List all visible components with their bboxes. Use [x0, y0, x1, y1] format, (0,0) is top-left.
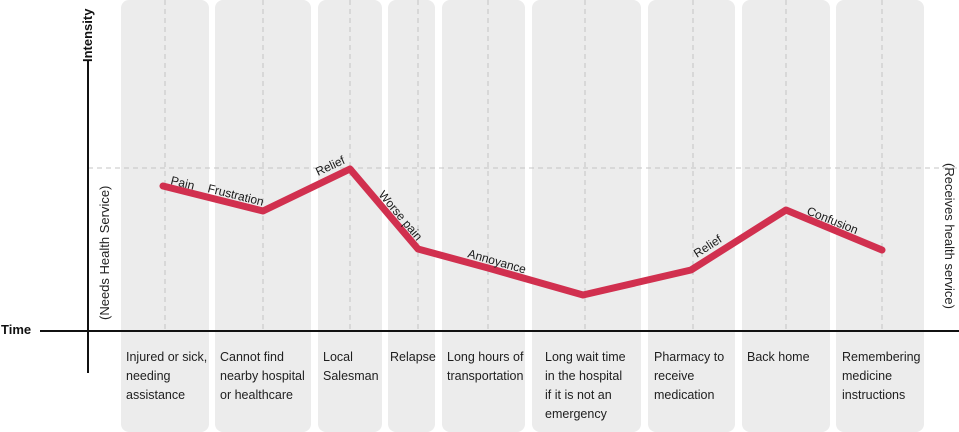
stage-column-4	[388, 0, 435, 432]
stage-label: Back home	[747, 350, 810, 364]
stage-column-7	[648, 0, 735, 432]
emotion-curve	[159, 165, 886, 299]
stage-label: Long hours of transportation	[447, 350, 524, 383]
stage-label: Relapse	[390, 350, 436, 364]
stage-column-9	[836, 0, 924, 432]
stage-label: Long wait time in the hospital if it is …	[545, 350, 626, 421]
stage-label: Injured or sick, needing assistance	[126, 350, 208, 402]
emotion-label-worse-pain: Worse pain	[376, 188, 426, 243]
stage-column-5	[442, 0, 525, 432]
stage-label: Cannot find nearby hospital or healthcar…	[220, 350, 305, 402]
stage-label: Remembering medicine instructions	[842, 350, 921, 402]
y-axis-title: Intensity	[80, 8, 95, 62]
stage-label: Local Salesman	[323, 350, 379, 383]
left-side-label: (Needs Health Service)	[97, 185, 112, 320]
emotion-label-pain: Pain	[169, 173, 196, 192]
stage-label: Pharmacy to receive medication	[654, 350, 725, 402]
right-side-label: (Receives health service)	[942, 163, 957, 309]
stage-column-6	[532, 0, 641, 432]
x-axis-title: Time	[1, 322, 32, 337]
